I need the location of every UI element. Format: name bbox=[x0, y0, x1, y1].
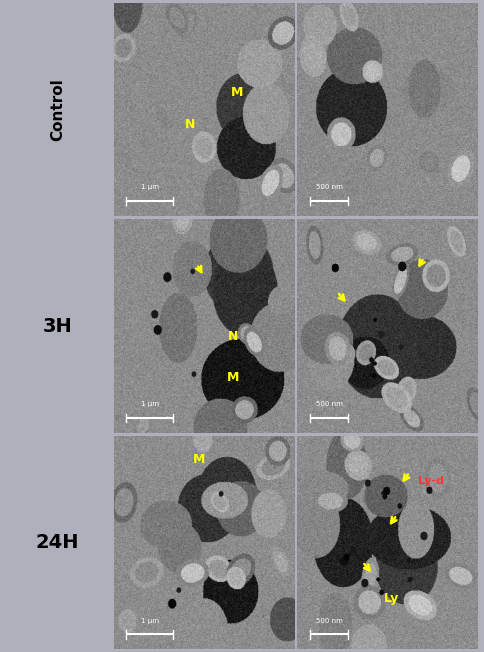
Text: N: N bbox=[184, 118, 195, 131]
Text: Ly: Ly bbox=[384, 591, 399, 604]
Text: 1 μm: 1 μm bbox=[141, 618, 159, 624]
Text: 500 nm: 500 nm bbox=[316, 401, 343, 407]
Text: 1 μm: 1 μm bbox=[141, 401, 159, 407]
Text: M: M bbox=[227, 371, 239, 384]
Text: 1 μm: 1 μm bbox=[141, 185, 159, 190]
Text: N: N bbox=[228, 330, 238, 343]
Text: 24H: 24H bbox=[36, 533, 79, 552]
Text: Ly-d: Ly-d bbox=[418, 476, 444, 486]
Text: M: M bbox=[230, 86, 243, 98]
Text: 500 nm: 500 nm bbox=[316, 618, 343, 624]
Text: 3H: 3H bbox=[43, 316, 73, 336]
Text: M: M bbox=[193, 453, 205, 466]
Text: 500 nm: 500 nm bbox=[316, 185, 343, 190]
Text: Control: Control bbox=[50, 78, 65, 141]
